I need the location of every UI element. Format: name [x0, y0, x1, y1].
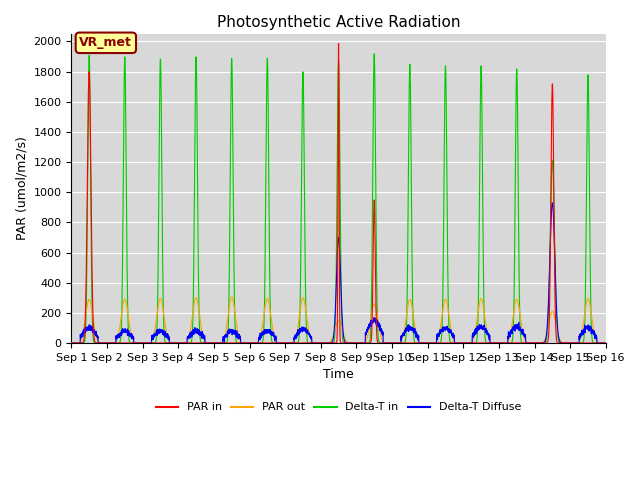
Title: Photosynthetic Active Radiation: Photosynthetic Active Radiation [217, 15, 460, 30]
X-axis label: Time: Time [323, 368, 354, 381]
Legend: PAR in, PAR out, Delta-T in, Delta-T Diffuse: PAR in, PAR out, Delta-T in, Delta-T Dif… [152, 398, 525, 417]
Text: VR_met: VR_met [79, 36, 132, 49]
Y-axis label: PAR (umol/m2/s): PAR (umol/m2/s) [15, 136, 28, 240]
